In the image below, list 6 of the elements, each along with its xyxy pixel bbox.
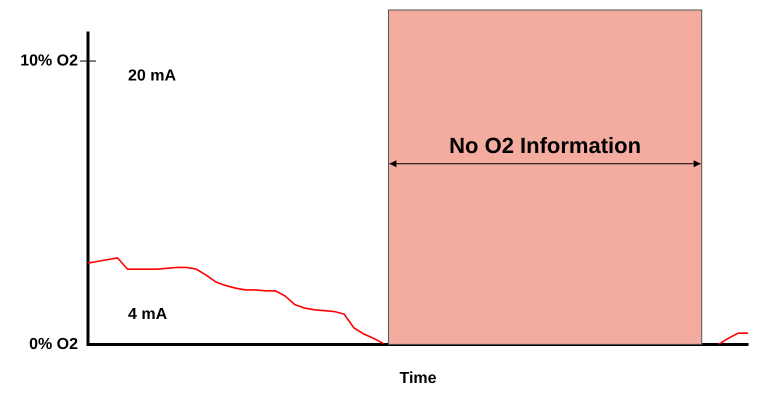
annotation: 4 mA <box>128 306 168 323</box>
text: 20 mA <box>128 67 176 84</box>
text: 0% O2 <box>29 336 78 353</box>
text: 10% O2 <box>20 52 78 70</box>
x-axis-title: Time <box>399 370 437 387</box>
text: No O2 Information <box>449 132 642 158</box>
